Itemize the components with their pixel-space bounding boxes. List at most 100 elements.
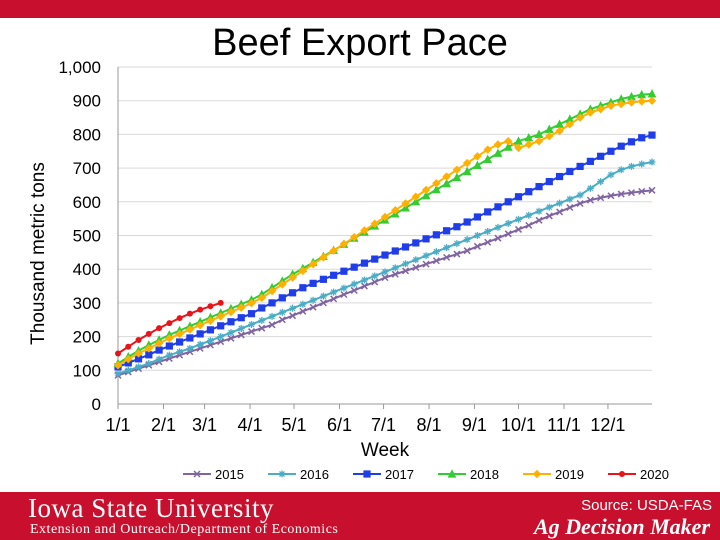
data-point bbox=[638, 160, 646, 168]
legend-marker bbox=[619, 471, 625, 477]
top-red-bar bbox=[0, 0, 720, 18]
data-point bbox=[493, 148, 503, 157]
data-point bbox=[462, 166, 472, 176]
data-point bbox=[196, 340, 204, 348]
data-point bbox=[616, 94, 626, 103]
data-point bbox=[544, 124, 554, 133]
data-point bbox=[575, 113, 585, 122]
data-point bbox=[268, 321, 276, 329]
data-point bbox=[391, 270, 399, 278]
legend-label: 2019 bbox=[555, 467, 584, 482]
y-axis-title: Thousand metric tons bbox=[28, 162, 49, 345]
data-point bbox=[319, 275, 327, 283]
data-point bbox=[360, 259, 369, 267]
data-point bbox=[483, 145, 492, 154]
data-point bbox=[432, 248, 440, 256]
data-point bbox=[566, 195, 574, 203]
data-point bbox=[288, 289, 297, 297]
data-point bbox=[268, 299, 276, 307]
data-point bbox=[196, 330, 204, 338]
data-point bbox=[340, 290, 348, 299]
y-tick-label: 600 bbox=[73, 193, 101, 212]
data-point bbox=[165, 342, 173, 350]
legend-item: 2017 bbox=[353, 467, 414, 482]
data-point bbox=[555, 172, 564, 181]
data-point bbox=[134, 355, 143, 363]
data-point bbox=[176, 338, 184, 346]
data-point bbox=[258, 304, 266, 312]
data-point bbox=[217, 322, 225, 330]
data-point bbox=[176, 348, 184, 356]
data-point bbox=[421, 190, 431, 200]
data-point bbox=[278, 316, 286, 324]
data-point bbox=[371, 255, 379, 263]
x-tick-label: 9/1 bbox=[462, 415, 487, 435]
data-point bbox=[648, 186, 656, 194]
data-point bbox=[494, 203, 502, 211]
data-point bbox=[545, 212, 553, 220]
series-2018 bbox=[113, 89, 657, 368]
data-point bbox=[514, 193, 523, 201]
x-tick-label: 8/1 bbox=[417, 415, 442, 435]
x-tick-label: 3/1 bbox=[192, 415, 217, 435]
data-point bbox=[421, 185, 431, 195]
data-point bbox=[402, 267, 410, 275]
source-note: Source: USDA-FAS bbox=[581, 497, 712, 514]
data-point bbox=[566, 167, 574, 176]
data-point bbox=[268, 312, 276, 320]
data-point bbox=[412, 239, 420, 247]
data-point bbox=[545, 177, 553, 186]
data-point bbox=[534, 129, 544, 138]
data-point bbox=[556, 208, 564, 216]
data-point bbox=[340, 267, 348, 275]
data-point bbox=[607, 192, 615, 200]
data-point bbox=[186, 344, 194, 352]
data-point bbox=[484, 238, 492, 246]
data-point bbox=[514, 225, 523, 233]
data-point bbox=[299, 300, 307, 308]
data-point bbox=[545, 203, 553, 211]
data-point bbox=[432, 231, 440, 239]
data-point bbox=[371, 278, 379, 286]
data-point bbox=[411, 192, 421, 201]
data-point bbox=[166, 320, 173, 327]
data-point bbox=[442, 172, 451, 181]
data-point bbox=[289, 312, 297, 320]
y-tick-label: 1,000 bbox=[58, 58, 101, 77]
data-point bbox=[597, 152, 605, 160]
axes: 0 100 200 300 400 500 600 700 800 900 1,000 1/1 2/1 3… bbox=[28, 58, 652, 461]
data-point bbox=[638, 134, 646, 142]
data-point bbox=[391, 206, 400, 215]
department-text: Extension and Outreach/Department of Eco… bbox=[30, 522, 339, 537]
data-point bbox=[145, 360, 153, 368]
data-point bbox=[248, 320, 255, 328]
x-tick-label: 10/1 bbox=[501, 415, 536, 435]
data-point bbox=[371, 272, 379, 280]
legend-item: 2020 bbox=[608, 467, 669, 482]
data-point bbox=[165, 351, 173, 359]
data-point bbox=[483, 154, 493, 163]
data-point bbox=[422, 260, 430, 268]
data-point bbox=[525, 211, 533, 219]
data-point bbox=[514, 143, 523, 153]
data-point bbox=[514, 136, 523, 145]
data-point bbox=[627, 98, 636, 107]
footer-bar bbox=[0, 492, 720, 540]
data-point bbox=[381, 274, 389, 282]
data-point bbox=[197, 306, 204, 313]
data-point bbox=[443, 227, 451, 235]
data-point bbox=[576, 191, 584, 199]
data-point bbox=[308, 259, 318, 269]
x-tick-label: 6/1 bbox=[327, 415, 352, 435]
series-2015 bbox=[114, 186, 656, 379]
data-point bbox=[586, 157, 594, 165]
data-point bbox=[278, 280, 287, 289]
data-point bbox=[473, 242, 481, 250]
data-point bbox=[155, 346, 163, 354]
data-point bbox=[258, 324, 266, 332]
data-point bbox=[422, 235, 430, 243]
data-point bbox=[247, 299, 256, 308]
data-point bbox=[237, 314, 245, 322]
data-point bbox=[330, 288, 338, 296]
data-point bbox=[135, 363, 143, 371]
